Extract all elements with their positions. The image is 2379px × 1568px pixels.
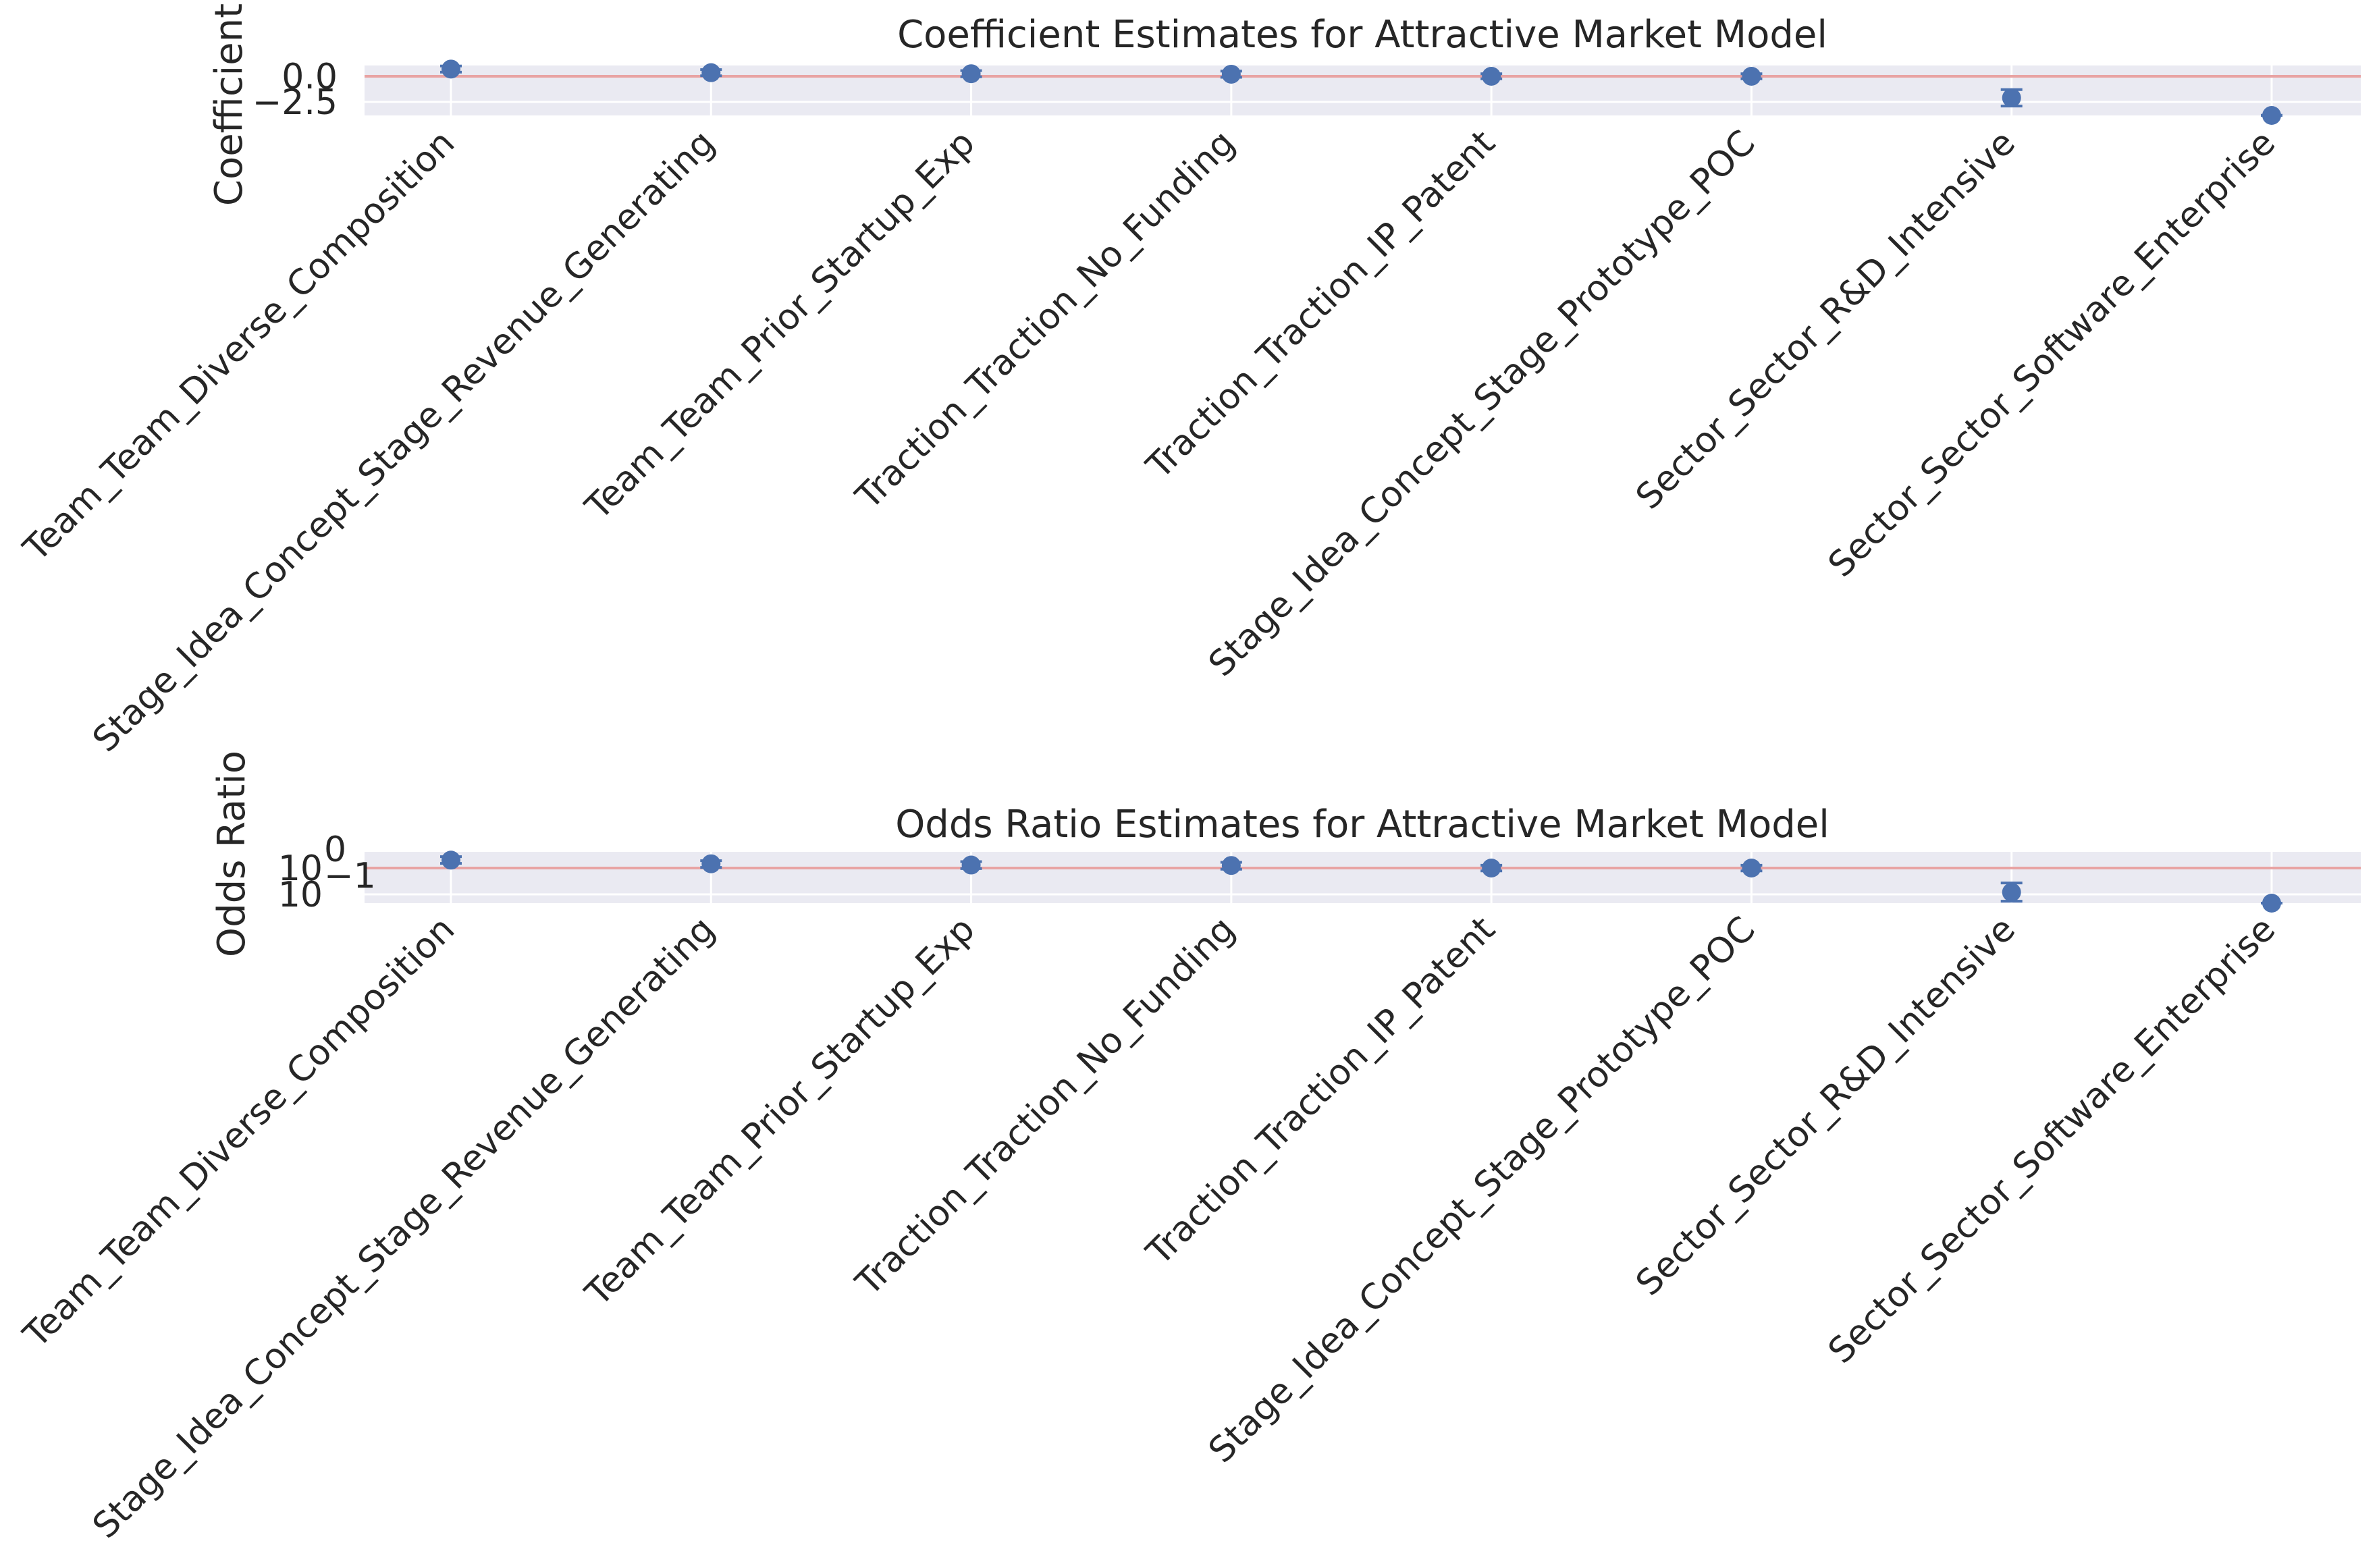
category-label: Stage_Idea_Concept_Stage_Prototype_POC bbox=[1201, 909, 1763, 1471]
category-label: Stage_Idea_Concept_Stage_Revenue_Generat… bbox=[85, 909, 722, 1546]
estimate-point bbox=[961, 855, 981, 875]
category-label: Sector_Sector_Software_Enterprise bbox=[1821, 909, 2283, 1372]
category-label: Team_Team_Diverse_Composition bbox=[16, 909, 462, 1356]
category-label: Stage_Idea_Concept_Stage_Revenue_Generat… bbox=[85, 123, 722, 760]
estimate-point bbox=[961, 64, 981, 84]
ytick-exponent: 0 bbox=[324, 830, 346, 870]
estimate-point bbox=[1742, 859, 1761, 877]
estimate-point bbox=[2002, 882, 2021, 902]
coefficient-ytick-labels: 0.0−2.5 bbox=[252, 57, 338, 123]
coefficient-ylabel: Coefficient Va bbox=[207, 0, 251, 206]
estimate-point bbox=[442, 850, 460, 870]
odds-category-labels: Team_Team_Diverse_CompositionStage_Idea_… bbox=[16, 909, 2283, 1546]
ytick-exponent: −1 bbox=[324, 856, 376, 896]
coefficient-plot-area bbox=[365, 65, 2361, 115]
coefficient-category-labels: Team_Team_Diverse_CompositionStage_Idea_… bbox=[16, 123, 2283, 760]
estimate-point bbox=[2002, 88, 2021, 107]
estimate-point bbox=[1742, 67, 1761, 86]
odds-plot-area bbox=[365, 852, 2361, 903]
odds-marks bbox=[440, 850, 2282, 913]
ytick-label: 10 bbox=[278, 848, 323, 889]
odds-ratio-panel: Odds Ratio Estimates for Attractive Mark… bbox=[16, 751, 2361, 1546]
estimate-point bbox=[442, 59, 460, 79]
estimate-point bbox=[2262, 106, 2281, 125]
odds-title: Odds Ratio Estimates for Attractive Mark… bbox=[895, 803, 1829, 846]
ytick-label: 0.0 bbox=[282, 57, 338, 97]
estimate-point bbox=[1482, 67, 1501, 86]
estimate-point bbox=[1221, 64, 1241, 84]
coefficient-title: Coefficient Estimates for Attractive Mar… bbox=[897, 13, 1827, 57]
coefficient-marks bbox=[440, 59, 2282, 125]
ytick-label: 10 bbox=[278, 875, 323, 915]
coefficient-panel: Coefficient Estimates for Attractive Mar… bbox=[16, 0, 2361, 760]
estimate-point bbox=[1482, 859, 1501, 877]
ytick-label: −2.5 bbox=[252, 82, 338, 123]
estimate-point bbox=[701, 854, 721, 873]
odds-ylabel: Odds Ratio bbox=[210, 751, 254, 957]
estimate-point bbox=[1221, 856, 1241, 875]
estimate-point bbox=[701, 63, 721, 82]
category-label: Stage_Idea_Concept_Stage_Prototype_POC bbox=[1201, 123, 1763, 684]
estimate-point bbox=[2262, 894, 2281, 913]
category-label: Sector_Sector_Software_Enterprise bbox=[1821, 123, 2283, 585]
